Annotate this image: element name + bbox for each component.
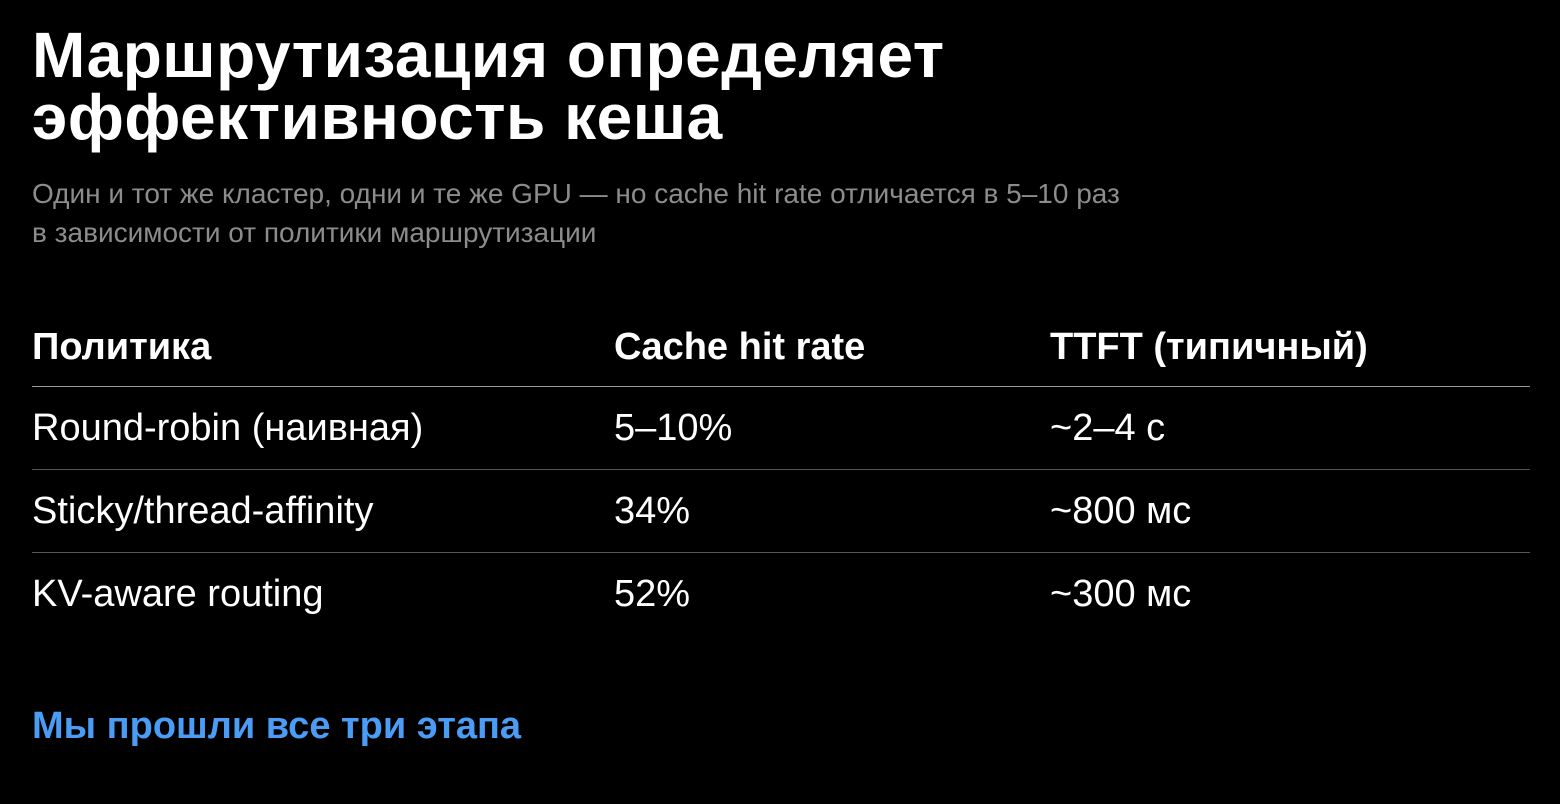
column-header: Политика [32, 325, 212, 368]
table-header: Политика Cache hit rate TTFT (типичный) [32, 308, 1530, 387]
cell: KV-aware routing [32, 572, 324, 615]
table-row: KV-aware routing 52% ~300 мс [32, 553, 1530, 635]
column-header: TTFT (типичный) [1050, 325, 1368, 368]
cell: Round-robin (наивная) [32, 406, 424, 449]
cell: ~800 мс [1050, 489, 1192, 532]
footer-link[interactable]: Мы прошли все три этапа [32, 705, 522, 747]
cell: ~2–4 с [1050, 406, 1166, 449]
column-header: Cache hit rate [614, 325, 866, 368]
cell: Sticky/thread-affinity [32, 489, 374, 532]
table-row: Sticky/thread-affinity 34% ~800 мс [32, 470, 1530, 553]
cell: 52% [614, 572, 691, 615]
table: Политика Cache hit rate TTFT (типичный) … [32, 308, 1530, 635]
cell: 34% [614, 489, 691, 532]
cell: ~300 мс [1050, 572, 1192, 615]
cell: 5–10% [614, 406, 733, 449]
table-row: Round-robin (наивная) 5–10% ~2–4 с [32, 387, 1530, 470]
title: Маршрутизация определяет эффективность к… [32, 19, 945, 153]
subtitle: Один и тот же кластер, одни и те же GPU … [32, 178, 1120, 248]
